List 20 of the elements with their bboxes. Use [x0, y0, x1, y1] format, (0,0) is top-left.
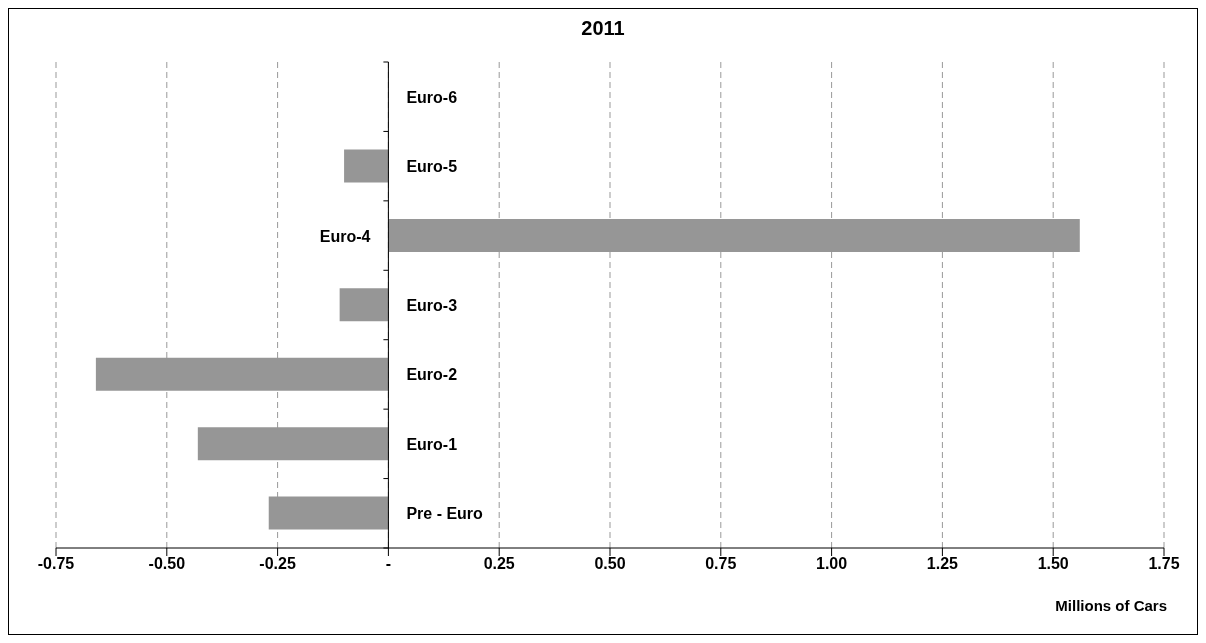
chart-title: 2011	[580, 17, 626, 40]
x-tick-label: -0.50	[148, 555, 186, 573]
x-tick-label: 1.75	[1148, 555, 1180, 573]
x-axis-title: Millions of Cars	[1055, 597, 1167, 614]
y-tick-label: Pre - Euro	[406, 505, 484, 523]
y-tick-label: Euro-5	[406, 158, 458, 176]
y-tick-label: Euro-2	[406, 366, 458, 384]
y-tick-label: Euro-1	[406, 435, 458, 453]
x-tick-label: 1.00	[816, 555, 848, 573]
y-tick-label: Euro-3	[406, 297, 458, 314]
x-tick-label: 0.75	[705, 555, 737, 573]
x-tick-label: -	[385, 555, 392, 573]
y-tick-label: Euro-4	[319, 227, 371, 245]
x-tick-label: -0.25	[259, 555, 296, 573]
x-tick-label: 0.50	[594, 555, 626, 573]
y-tick-label: Euro-6	[406, 88, 458, 106]
x-tick-label: 1.50	[1037, 555, 1069, 573]
x-tick-label: 0.25	[483, 555, 515, 573]
x-tick-label: 1.25	[926, 555, 959, 573]
x-tick-label: -0.75	[37, 555, 75, 573]
